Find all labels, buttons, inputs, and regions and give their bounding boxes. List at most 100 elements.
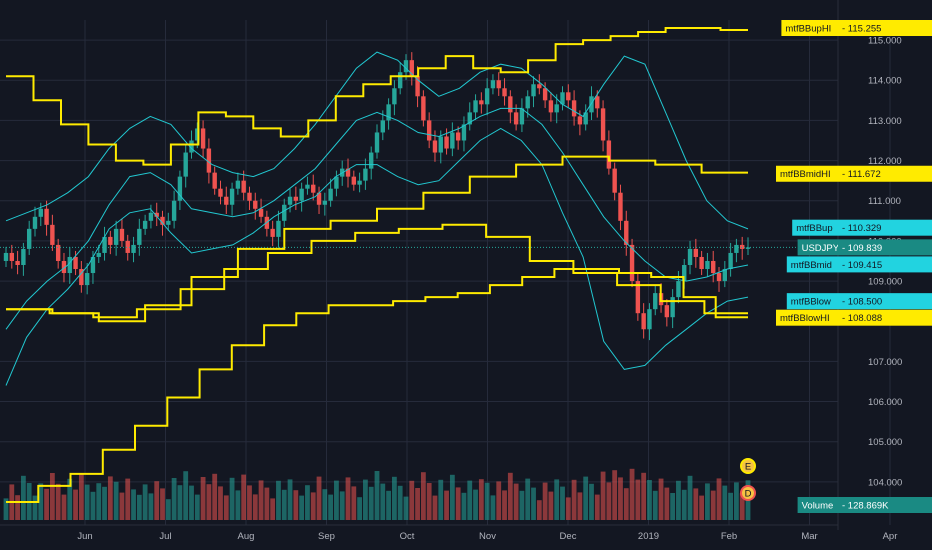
- candle-body: [682, 265, 687, 282]
- price-tag-value: - 109.415: [842, 260, 882, 271]
- volume-bar: [357, 497, 363, 520]
- candle-body: [397, 72, 403, 89]
- price-tag-name-box: [776, 165, 838, 182]
- candle-body: [316, 192, 322, 205]
- volume-bar: [577, 492, 583, 520]
- candle-body: [571, 100, 577, 117]
- candle-body: [693, 248, 699, 257]
- candle-body: [21, 248, 26, 265]
- volume-bar: [316, 476, 322, 520]
- time-axis[interactable]: Jun Jul Aug Sep Oct Nov Dec 2019 Feb Mar Apr: [0, 524, 897, 542]
- price-tag: mtfBBmidHI - 111.672: [776, 165, 932, 182]
- volume-bar: [386, 490, 391, 520]
- volume-bar: [218, 486, 223, 520]
- candle-body: [166, 220, 171, 225]
- candle-body: [473, 100, 478, 113]
- candle-body: [345, 168, 351, 177]
- price-tag-name-box: [776, 309, 838, 326]
- candle-body: [38, 208, 43, 217]
- candle-body: [160, 216, 165, 225]
- candle-body: [90, 256, 96, 274]
- candle-body: [102, 236, 107, 253]
- price-tag-value-box: [838, 256, 932, 273]
- candle-body: [119, 228, 125, 241]
- price-tag-value-box: [838, 20, 932, 36]
- candle-body: [177, 176, 183, 201]
- volume-bar: [374, 471, 380, 520]
- candle-body: [363, 168, 368, 181]
- candle-body: [293, 196, 299, 201]
- volume-bar: [478, 479, 484, 520]
- volume-bar: [339, 491, 345, 520]
- volume-bars: [3, 468, 751, 520]
- candle-body: [369, 152, 374, 169]
- volume-bar: [594, 494, 600, 520]
- volume-bar: [519, 490, 525, 520]
- event-marker: D: [740, 485, 756, 501]
- x-tick-label: Jun: [77, 531, 92, 542]
- candle-body: [467, 112, 472, 125]
- volume-bar: [20, 475, 26, 520]
- mtf-mid-hi-line: [6, 155, 748, 323]
- volume-bar: [206, 484, 212, 520]
- candle-body: [432, 140, 438, 153]
- volume-bar: [136, 494, 142, 520]
- candle-body: [148, 212, 154, 221]
- volume-bar: [90, 491, 96, 520]
- candle-body: [50, 224, 55, 245]
- volume-bar: [252, 494, 258, 520]
- candle-body: [328, 188, 333, 201]
- event-markers[interactable]: ED: [740, 458, 756, 501]
- candle-body: [415, 76, 420, 97]
- candle-body: [206, 148, 212, 173]
- candle-body: [450, 132, 455, 149]
- volume-bar: [44, 488, 49, 520]
- volume-bar: [78, 473, 84, 520]
- price-tag-name-box: [786, 293, 838, 310]
- price-tag-name: mtfBBupHI: [785, 24, 831, 35]
- volume-bar: [171, 478, 177, 520]
- volume-bar: [73, 489, 78, 520]
- volume-bar: [142, 484, 148, 520]
- price-tag: mtfBBmid - 109.415: [786, 256, 932, 273]
- candle-body: [108, 236, 113, 245]
- y-tick-label: 111.000: [868, 196, 901, 207]
- volume-bar: [61, 494, 67, 520]
- candle-body: [577, 116, 583, 125]
- volume-bar: [310, 492, 316, 520]
- volume-bar: [241, 474, 247, 520]
- volume-bar: [600, 471, 606, 520]
- volume-bar: [154, 481, 160, 520]
- candle-body: [647, 309, 652, 330]
- candle-body: [421, 96, 426, 121]
- volume-bar: [647, 480, 652, 520]
- volume-bar: [618, 477, 623, 520]
- candle-body: [131, 244, 136, 253]
- candle-body: [600, 108, 606, 141]
- volume-bar: [247, 485, 252, 520]
- price-tag-name: mtfBBmidHI: [780, 169, 831, 180]
- y-tick-label: 113.000: [868, 116, 902, 127]
- candle-body: [299, 188, 304, 201]
- candle-body: [716, 273, 722, 282]
- candle-body: [490, 80, 496, 89]
- candle-body: [589, 96, 594, 113]
- candle-body: [513, 112, 519, 125]
- volume-bar: [258, 480, 264, 520]
- candle-body: [26, 228, 32, 249]
- volume-bar: [223, 495, 229, 520]
- event-marker-circle: [740, 458, 756, 474]
- candle-body: [9, 252, 14, 261]
- y-tick-label: 106.000: [868, 397, 902, 408]
- candle-body: [270, 228, 275, 237]
- price-tag-value-box: [838, 309, 932, 326]
- candle-body: [3, 252, 9, 261]
- price-tag-name: Volume: [802, 501, 834, 512]
- candle-body: [15, 260, 20, 265]
- volume-bar: [200, 477, 206, 520]
- price-tag-value: - 111.672: [842, 169, 881, 180]
- x-tick-label: Oct: [400, 531, 415, 542]
- candle-body: [508, 96, 513, 113]
